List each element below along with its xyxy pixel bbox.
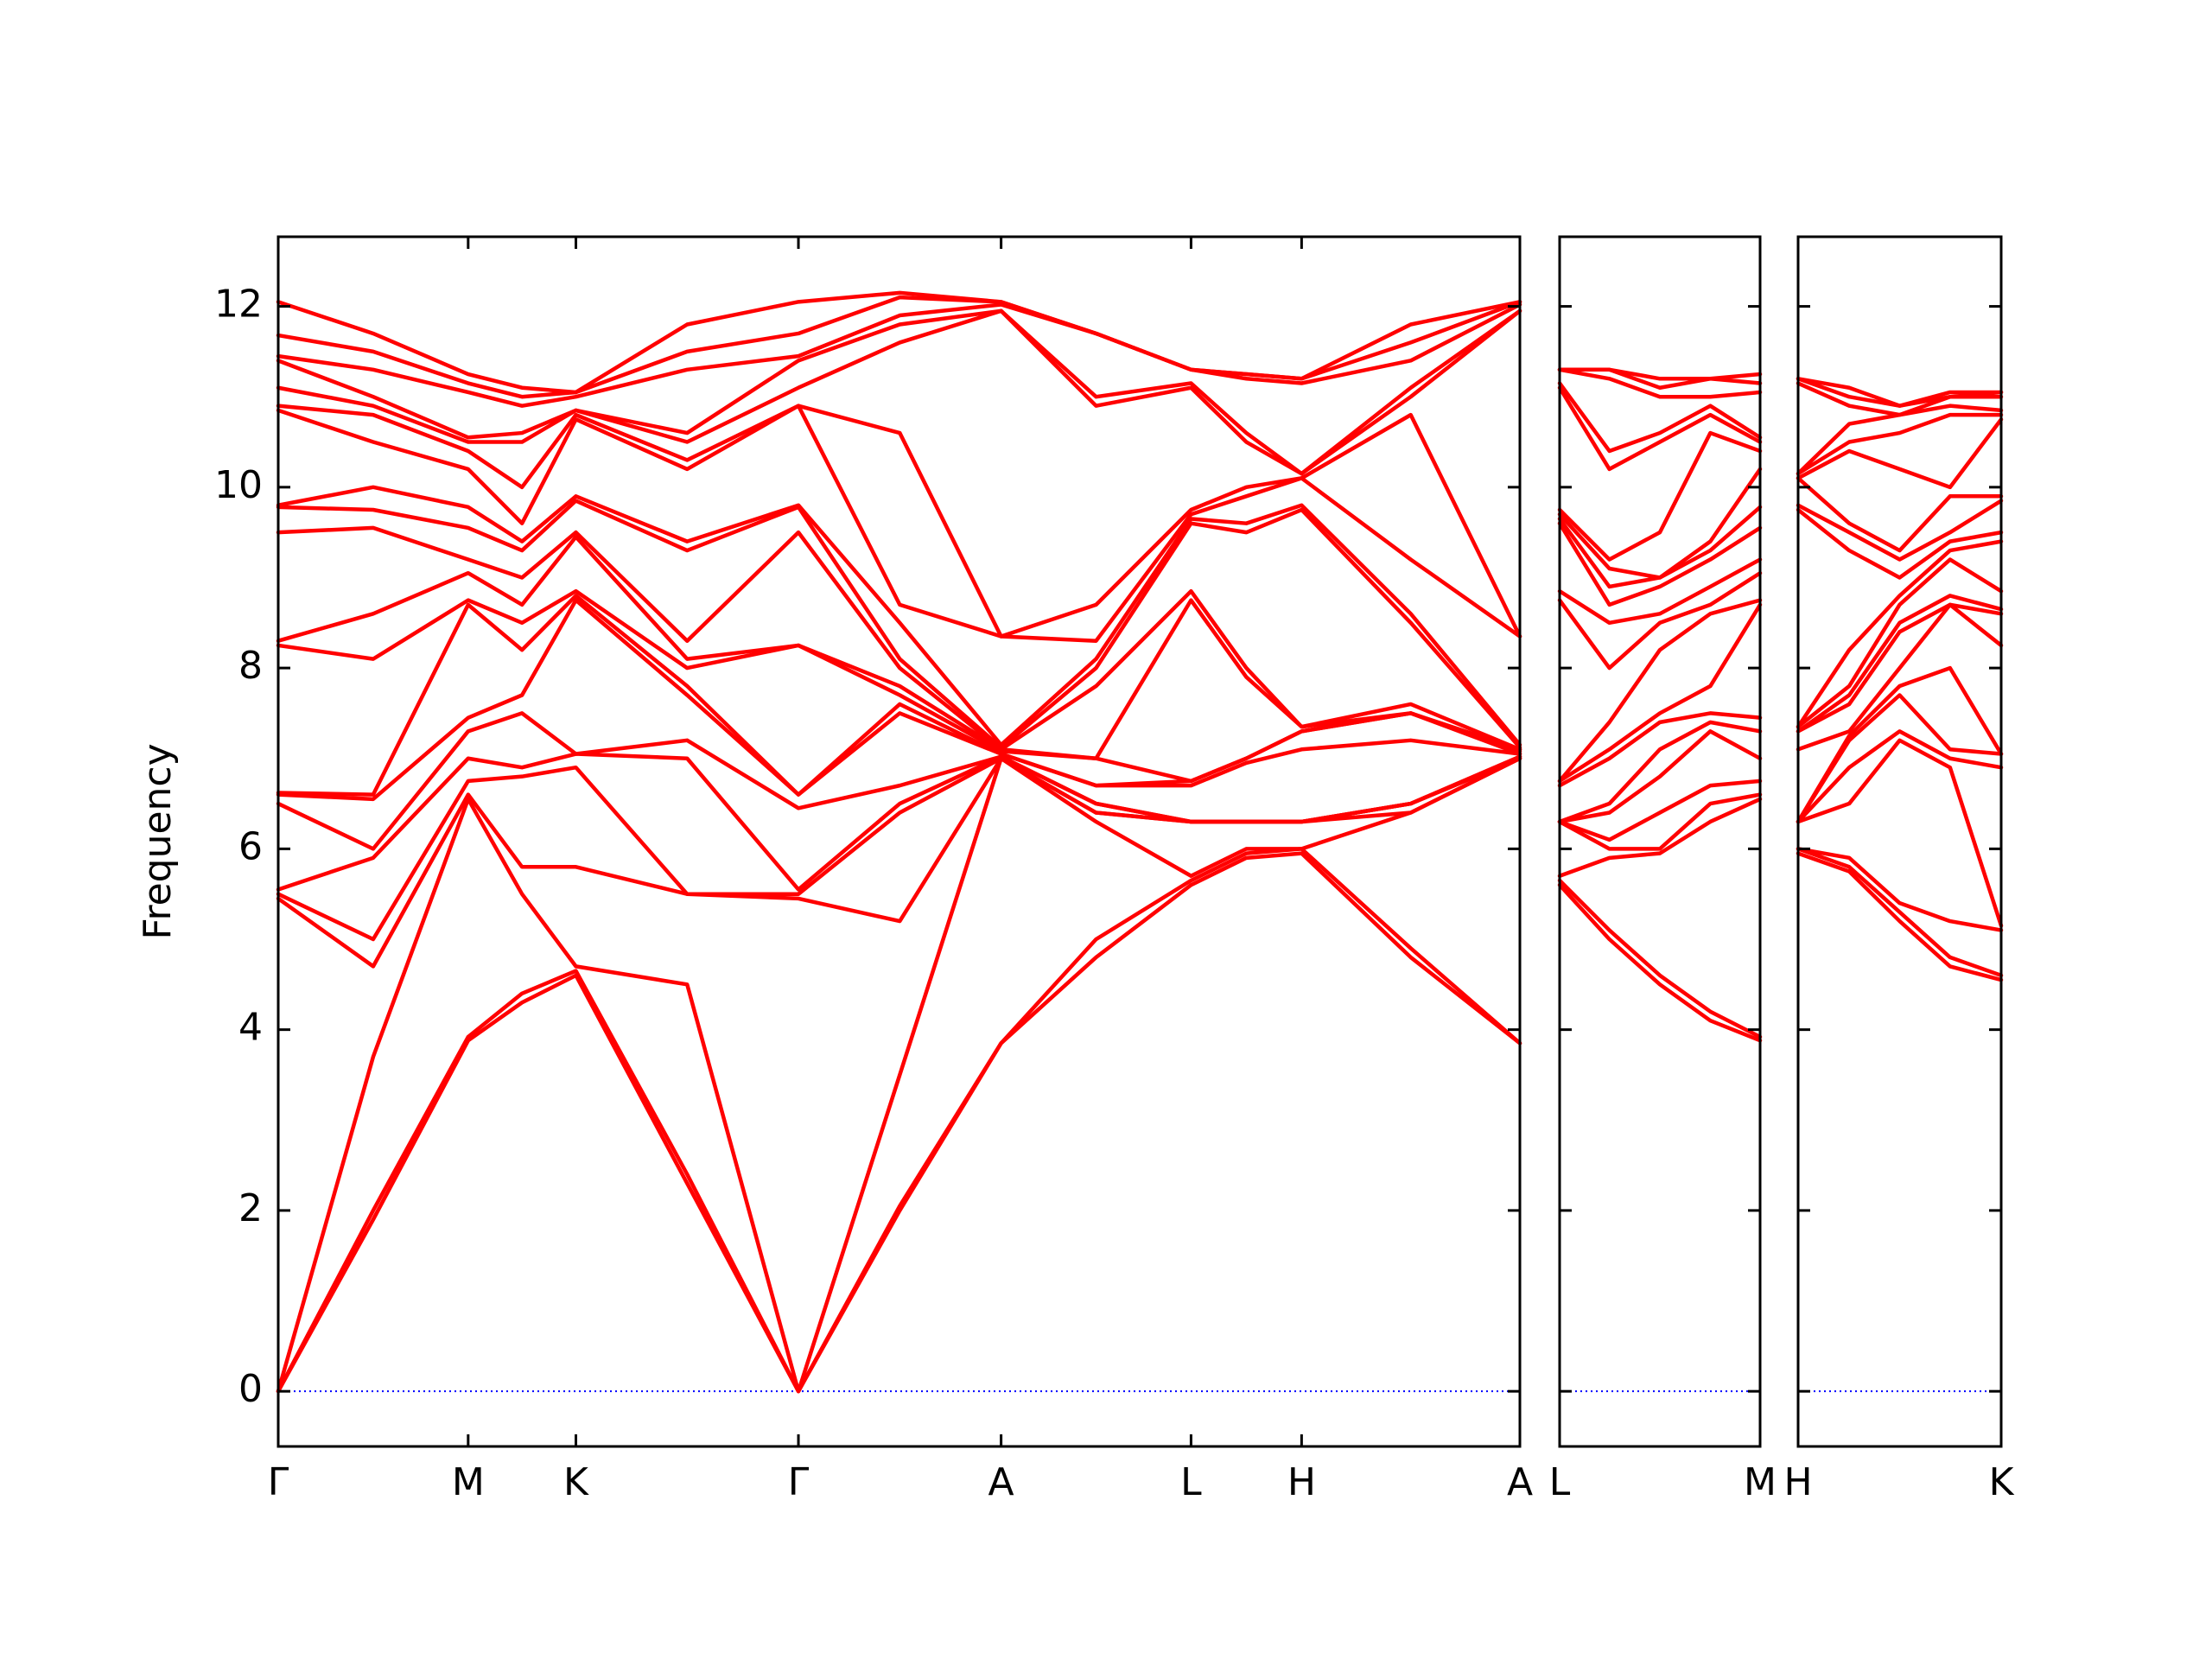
band-line xyxy=(1557,720,1763,824)
band-line xyxy=(1557,430,1763,562)
y-tick-label: 6 xyxy=(238,824,263,868)
band-line xyxy=(1796,539,2004,729)
band-line xyxy=(1557,598,1763,784)
band-line xyxy=(276,295,1522,399)
x-tick-label: A xyxy=(1507,1460,1533,1504)
band-line xyxy=(276,847,1522,1394)
x-tick-label: H xyxy=(1783,1460,1812,1504)
x-tick-label: M xyxy=(1744,1460,1777,1504)
band-line xyxy=(1796,602,2004,752)
band-line xyxy=(276,308,1522,476)
band-line xyxy=(1796,499,2004,562)
band-line xyxy=(1796,412,2004,476)
band-line xyxy=(1796,476,2004,553)
band-line xyxy=(276,302,1522,408)
band-line xyxy=(1796,847,2004,932)
band-line xyxy=(1796,602,2004,734)
band-line xyxy=(276,485,1522,747)
band-line xyxy=(276,752,1522,892)
x-tick-label: K xyxy=(563,1460,589,1504)
band-line xyxy=(1557,602,1763,784)
band-line xyxy=(276,588,1522,784)
x-tick-label: A xyxy=(988,1460,1014,1504)
x-tick-label: Γ xyxy=(268,1460,289,1504)
band-line xyxy=(1796,557,2004,729)
band-line xyxy=(276,308,1522,476)
band-line xyxy=(1557,882,1763,1043)
band-line xyxy=(1557,570,1763,671)
y-axis-label: Frequency xyxy=(136,743,180,939)
band-line xyxy=(1557,878,1763,1039)
band-line xyxy=(276,756,1522,1394)
band-line xyxy=(276,535,1522,760)
x-tick-label: M xyxy=(452,1460,485,1504)
band-line xyxy=(1557,367,1763,381)
y-tick-label: 4 xyxy=(238,1006,263,1050)
band-line xyxy=(276,525,1522,752)
y-tick-label: 2 xyxy=(238,1186,263,1230)
band-line xyxy=(1557,557,1763,626)
band-line xyxy=(276,404,1522,643)
band-line xyxy=(1557,367,1763,399)
x-tick-label: L xyxy=(1549,1460,1571,1504)
band-line xyxy=(1796,665,2004,824)
band-line xyxy=(1557,467,1763,580)
band-line xyxy=(276,499,1522,750)
band-line xyxy=(1557,797,1763,879)
band-line xyxy=(1557,521,1763,607)
x-tick-label: H xyxy=(1287,1460,1316,1504)
band-line xyxy=(276,711,1522,851)
band-line xyxy=(1557,729,1763,824)
band-line xyxy=(1557,779,1763,842)
band-line xyxy=(1796,847,2004,978)
band-line xyxy=(1796,417,2004,490)
band-line xyxy=(276,404,1522,639)
band-line xyxy=(1796,851,2004,982)
band-line xyxy=(276,290,1522,395)
x-tick-label: K xyxy=(1989,1460,2015,1504)
band-line xyxy=(1557,385,1763,472)
band-line xyxy=(1796,507,2004,580)
band-line xyxy=(1557,381,1763,454)
y-tick-label: 8 xyxy=(238,644,263,688)
band-line xyxy=(276,598,1522,802)
axes-frame xyxy=(276,235,1522,1448)
y-tick-label: 12 xyxy=(214,283,263,327)
band-line xyxy=(1557,711,1763,788)
x-tick-label: L xyxy=(1180,1460,1202,1504)
band-line xyxy=(1796,377,2004,408)
band-line xyxy=(1796,738,2004,928)
band-line xyxy=(1557,792,1763,851)
x-tick-label: Γ xyxy=(788,1460,810,1504)
y-tick-label: 10 xyxy=(214,463,263,507)
band-line xyxy=(1796,594,2004,734)
band-line xyxy=(276,851,1522,1394)
axes-frame xyxy=(1558,235,1762,1448)
band-line xyxy=(1796,729,2004,824)
axes-frame xyxy=(1796,235,2003,1448)
y-tick-label: 0 xyxy=(238,1367,263,1411)
